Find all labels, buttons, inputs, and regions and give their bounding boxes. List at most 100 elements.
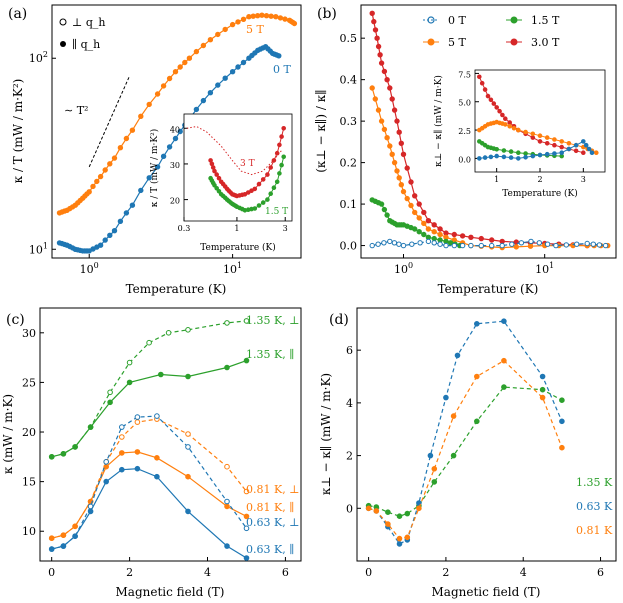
x-tick-label: 4 (520, 566, 527, 579)
y-tick-label: 0.5 (340, 32, 358, 45)
y-tick-label: 15 (22, 476, 36, 489)
data-point (553, 242, 559, 249)
y-tick-label: 5.0 (458, 99, 471, 108)
data-point (559, 139, 565, 144)
data-point (240, 59, 247, 66)
data-point (425, 218, 432, 224)
data-point (523, 129, 528, 135)
data-point (523, 151, 528, 156)
data-point (369, 85, 375, 91)
data-point (265, 197, 270, 202)
panel-a-ylabel: κ / T (mW / m·K²) (11, 79, 25, 184)
data-point (559, 418, 565, 425)
data-point (48, 535, 55, 542)
data-point (425, 238, 432, 245)
data-point (494, 147, 500, 152)
data-point (129, 127, 136, 133)
data-point (224, 503, 230, 510)
data-point (250, 13, 256, 19)
data-point (246, 14, 252, 20)
data-point (243, 357, 250, 364)
data-point (511, 125, 517, 131)
data-point (72, 523, 78, 530)
data-point (573, 148, 579, 154)
data-point (396, 241, 402, 247)
data-point (243, 555, 250, 561)
data-point (102, 237, 108, 243)
data-point (559, 444, 565, 451)
data-point (384, 135, 390, 141)
legend-par: ∥ q_h (72, 38, 100, 51)
data-point (400, 151, 407, 158)
x-tick-label: 6 (282, 566, 289, 579)
data-point (252, 186, 258, 192)
data-point (431, 240, 437, 246)
data-point (103, 463, 109, 470)
data-point (160, 153, 167, 160)
series-line (51, 468, 247, 559)
data-point (186, 55, 193, 61)
legend-b-5T: 5 T (448, 36, 466, 49)
data-point (123, 210, 130, 216)
data-point (381, 126, 388, 133)
data-point (111, 155, 118, 161)
panel-a-inset-xlabel: Temperature (K) (200, 242, 276, 253)
data-point (396, 175, 402, 181)
data-point (276, 53, 282, 59)
panel-a-inset: 0.3 1 3 20 30 40 Temperature (K) κ / T (mW / … (149, 113, 293, 253)
data-point (508, 155, 514, 160)
data-point (242, 192, 248, 197)
data-point (90, 183, 96, 190)
y-tick-label: 0.0 (458, 155, 471, 164)
legend-open-marker-icon (59, 18, 67, 26)
y-tick-label: 2 (346, 450, 353, 463)
panel-b-plot: 100 101 0.0 0.1 0.2 0.3 0.4 0.5 (340, 10, 611, 276)
data-point (559, 144, 565, 150)
data-point (177, 64, 183, 70)
data-point (126, 379, 133, 386)
x-tick-label: 0 (48, 566, 55, 579)
data-point (539, 394, 546, 401)
data-point (265, 172, 270, 177)
data-point (544, 151, 550, 157)
panel-b: (b) 100 101 0.0 0.1 0.2 0.3 0.4 0.5 Temperature… (314, 4, 617, 296)
data-point (381, 68, 388, 75)
panel-d-ylabel: κ⊥ − κ∥ (mW / m·K) (319, 373, 333, 495)
inset-label-1p5T: 1.5 T (265, 207, 288, 217)
data-point (596, 242, 603, 248)
data-point (279, 162, 284, 168)
data-point (154, 164, 161, 170)
data-point (138, 187, 144, 194)
data-point (500, 112, 505, 118)
data-point (421, 231, 427, 238)
data-point (166, 144, 173, 150)
data-point (117, 145, 124, 151)
data-point (185, 431, 191, 437)
data-point (489, 237, 495, 243)
data-point (119, 434, 125, 440)
data-point (530, 131, 536, 137)
data-point (477, 156, 482, 161)
data-point (111, 228, 118, 234)
data-point (274, 179, 280, 185)
data-point (516, 156, 521, 161)
data-point (86, 189, 92, 195)
data-point (501, 384, 507, 390)
x-tick-label: 4 (204, 566, 211, 579)
data-point (404, 165, 410, 171)
data-point (431, 479, 438, 485)
x-tick-label: 101 (223, 261, 242, 276)
y-tick-label: 30 (170, 161, 180, 170)
data-point (404, 534, 411, 541)
data-point (119, 450, 125, 456)
legend-perp: ⊥ q_h (72, 16, 105, 29)
y-tick-label: 25 (22, 376, 36, 389)
label-c-081-par: 0.81 K, ∥ (246, 501, 294, 514)
data-point (256, 181, 262, 187)
panel-c-label: (c) (6, 312, 25, 328)
data-point (385, 521, 391, 527)
data-point (552, 137, 557, 142)
data-point (185, 327, 191, 333)
data-point (381, 240, 387, 246)
data-point (427, 452, 434, 459)
